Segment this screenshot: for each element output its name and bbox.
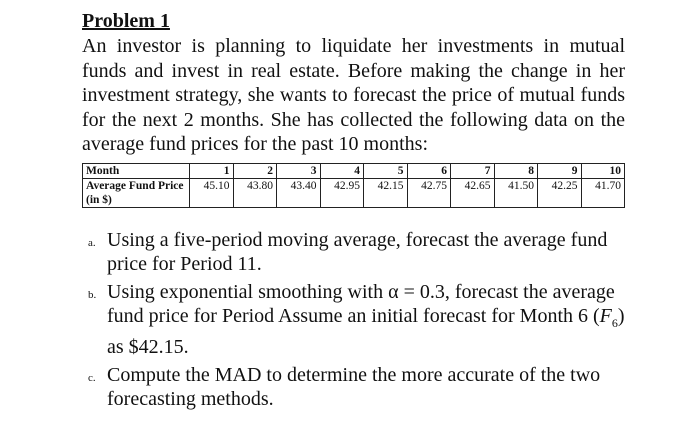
question-marker: a. xyxy=(88,236,96,249)
question-marker: c. xyxy=(88,371,96,384)
math-symbol: F xyxy=(599,304,612,327)
question-text: ) as $42.15. xyxy=(107,304,625,358)
header-cell: 2 xyxy=(232,162,277,179)
price-value: 45.10 xyxy=(203,179,230,192)
title: Problem 1 xyxy=(82,10,170,32)
price-value: 43.80 xyxy=(247,179,273,192)
row-label: Average Fund Price (in $) xyxy=(82,177,190,208)
price-value: 41.50 xyxy=(508,179,534,192)
price-cell: 41.50 xyxy=(493,177,538,208)
data-table: Month 1 2 3 4 5 6 7 8 9 10 Average Fund Price (in $… xyxy=(82,162,625,208)
header-row: Month 1 2 3 4 5 6 7 8 9 10 xyxy=(82,162,625,179)
question: b. Using exponential smoothing with α = 0… xyxy=(82,280,625,359)
price-cell: 42.65 xyxy=(450,177,495,208)
price-row: Average Fund Price (in $) 45.10 43.80 43.40… xyxy=(82,177,625,208)
price-cell: 43.80 xyxy=(232,177,277,208)
header-cell: Month xyxy=(82,162,190,179)
header-cell: 6 xyxy=(406,162,451,179)
header-cell: 3 xyxy=(276,162,321,179)
question-text: Compute the MAD to determine the more ac… xyxy=(107,363,601,410)
question: c. Compute the MAD to determine the more … xyxy=(82,363,625,411)
price-cell: 42.95 xyxy=(319,177,364,208)
price-value: 41.70 xyxy=(595,179,621,192)
price-value: 42.75 xyxy=(421,179,447,192)
math-subscript: 6 xyxy=(611,315,618,330)
document: Problem 1 An investor is planning to liq… xyxy=(82,8,625,415)
question-list: a. Using a five-period moving average, fo… xyxy=(82,228,625,411)
question: a. Using a five-period moving average, fo… xyxy=(82,228,625,276)
question-text: Using a five-period moving average, fore… xyxy=(107,228,608,275)
price-value: 42.95 xyxy=(334,179,360,192)
question-marker: b. xyxy=(88,288,97,301)
header-cell: 4 xyxy=(319,162,364,179)
price-value: 42.25 xyxy=(551,179,578,192)
price-value: 43.40 xyxy=(290,179,317,192)
header-cell: 10 xyxy=(580,162,625,179)
price-cell: 45.10 xyxy=(189,177,234,208)
header-cell: 5 xyxy=(363,162,408,179)
header-cell: 9 xyxy=(537,162,582,179)
header-cell: 8 xyxy=(493,162,538,179)
header-cell: 7 xyxy=(450,162,495,179)
intro-paragraph: An investor is planning to liquidate her… xyxy=(82,35,625,155)
price-cell: 42.25 xyxy=(537,177,582,208)
price-cell: 42.75 xyxy=(406,177,451,208)
price-cell: 43.40 xyxy=(276,177,321,208)
price-value: 42.65 xyxy=(464,179,491,192)
price-cell: 41.70 xyxy=(580,177,625,208)
price-cell: 42.15 xyxy=(363,177,408,208)
header-cell: 1 xyxy=(189,162,234,179)
price-value: 42.15 xyxy=(377,179,404,192)
question-text: Using exponential smoothing with α = 0.3… xyxy=(107,280,615,327)
